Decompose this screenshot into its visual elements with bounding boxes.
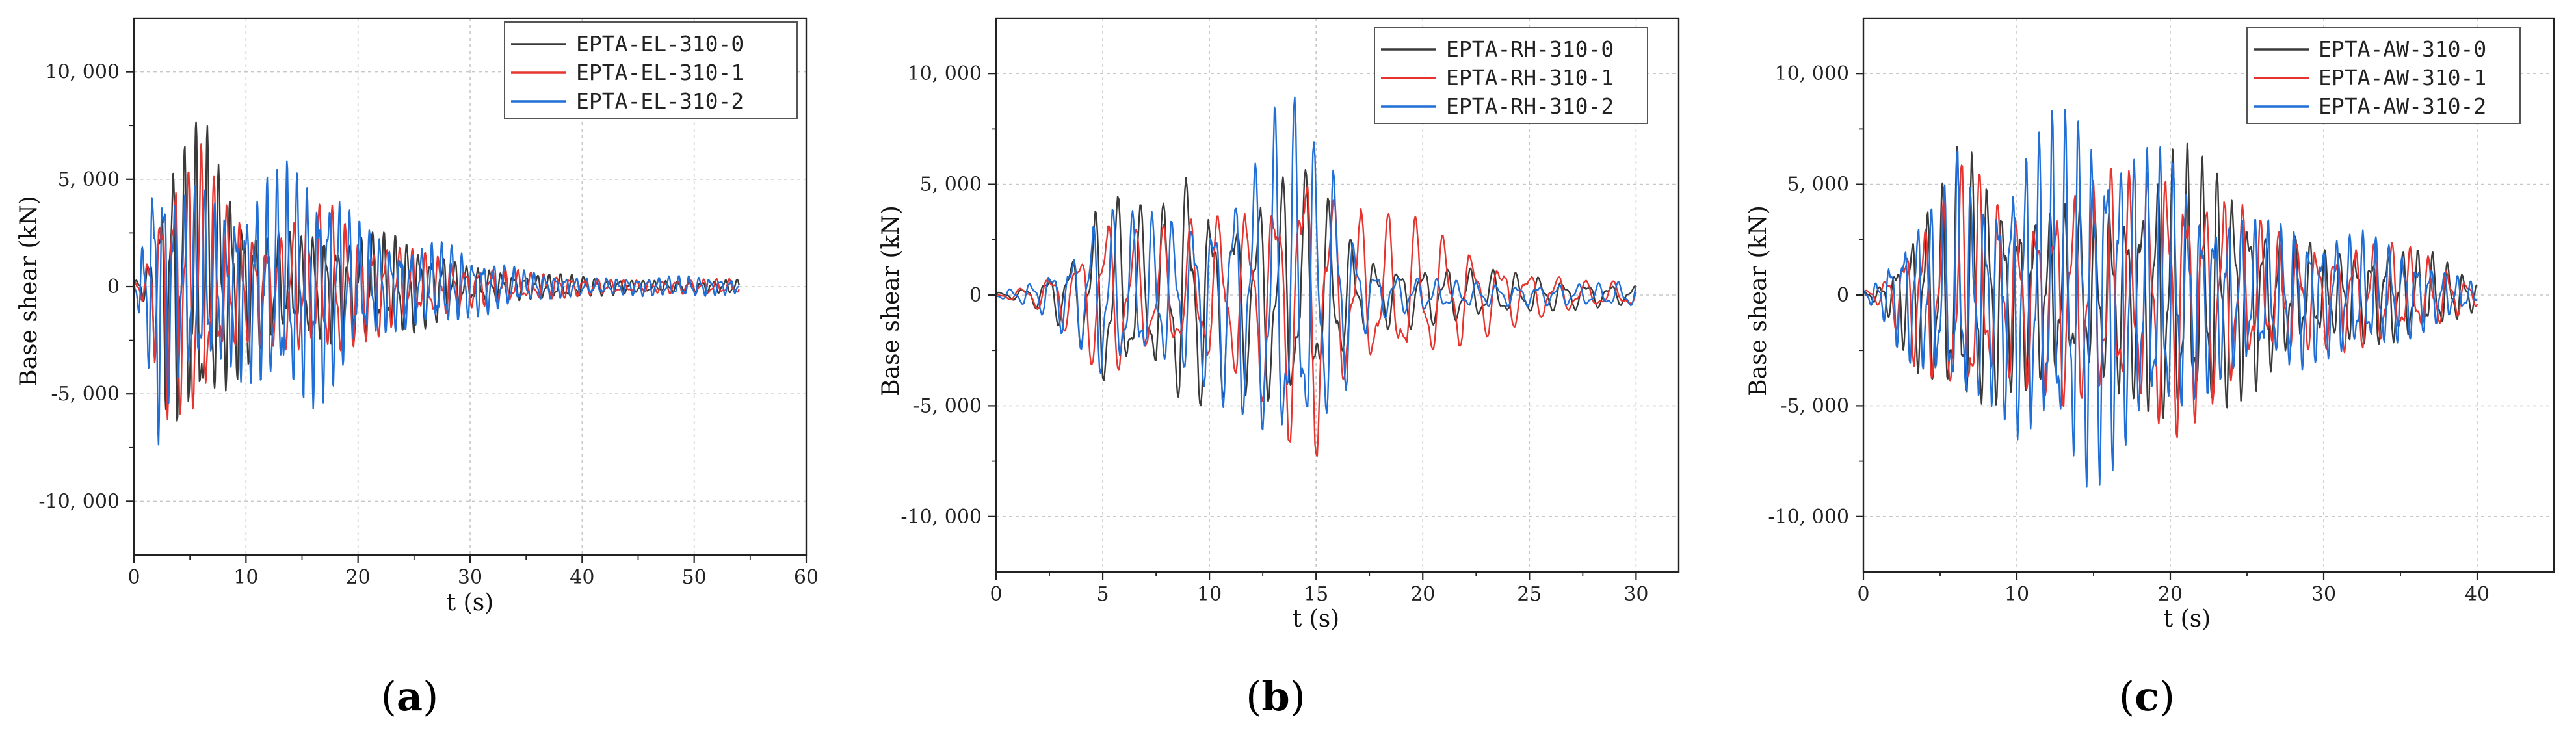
- series-line-1: [133, 143, 740, 421]
- legend-entry-1: EPTA-AW-310-1: [2319, 65, 2486, 90]
- y-tick-label: 10, 000: [1774, 62, 1849, 85]
- y-tick-label: 10, 000: [45, 61, 120, 84]
- x-tick-label: 10: [233, 566, 258, 589]
- x-tick-label: 30: [1623, 583, 1648, 606]
- plot-area: 0 5 10 15 20 25 30 -10, 000 -5, 000 0 5, 000 10, 00…: [900, 17, 1680, 606]
- panel-label-c: (c): [2119, 673, 2175, 720]
- y-axis-title: Base shear (kN): [1745, 205, 1772, 396]
- y-tick-label: 5, 000: [920, 174, 982, 196]
- x-tick-label: 50: [682, 566, 707, 589]
- legend-entry-2: EPTA-RH-310-2: [1446, 94, 1614, 119]
- plot-area: 0 10 20 30 40 50 60 -10, 000 -5, 000 0 5, 000 10, 0…: [38, 17, 819, 589]
- y-tick-label: -10, 000: [1768, 506, 1849, 528]
- y-tick-label: 0: [1837, 284, 1849, 307]
- x-tick-label: 30: [458, 566, 482, 589]
- chart-panel-a: 0 10 20 30 40 50 60 -10, 000 -5, 000 0 5, 000 10, 0…: [16, 17, 819, 616]
- y-tick-label: -5, 000: [1780, 394, 1849, 417]
- x-tick-label: 25: [1517, 583, 1542, 606]
- x-tick-label: 40: [570, 566, 594, 589]
- y-axis-title: Base shear (kN): [878, 205, 904, 396]
- series-line-0: [1863, 142, 2478, 419]
- x-tick-label: 0: [1857, 583, 1869, 606]
- legend: EPTA-RH-310-0 EPTA-RH-310-1 EPTA-RH-310-…: [1374, 27, 1648, 124]
- y-tick-label: 5, 000: [1787, 174, 1849, 196]
- chart-panel-b: 0 5 10 15 20 25 30 -10, 000 -5, 000 0 5, 000 10, 00…: [878, 17, 1680, 632]
- legend-entry-1: EPTA-EL-310-1: [576, 60, 744, 85]
- legend: EPTA-EL-310-0 EPTA-EL-310-1 EPTA-EL-310-…: [504, 21, 798, 119]
- legend: EPTA-AW-310-0 EPTA-AW-310-1 EPTA-AW-310-…: [2246, 27, 2521, 124]
- y-tick-label: 0: [969, 284, 982, 307]
- legend-entry-0: EPTA-AW-310-0: [2319, 36, 2486, 62]
- series-line-2: [133, 160, 740, 446]
- y-tick-label: -5, 000: [51, 383, 120, 406]
- y-tick-label: 5, 000: [58, 168, 120, 191]
- x-tick-label: 30: [2311, 583, 2336, 606]
- x-tick-label: 40: [2465, 583, 2490, 606]
- x-tick-label: 20: [2158, 583, 2183, 606]
- x-axis-title: t (s): [1293, 606, 1339, 632]
- legend-entry-1: EPTA-RH-310-1: [1446, 65, 1614, 90]
- y-tick-label: -10, 000: [38, 490, 120, 513]
- x-tick-label: 15: [1304, 583, 1328, 606]
- legend-entry-0: EPTA-RH-310-0: [1446, 36, 1614, 62]
- x-tick-label: 5: [1097, 583, 1109, 606]
- x-tick-label: 0: [127, 566, 140, 589]
- x-tick-label: 10: [2004, 583, 2029, 606]
- x-tick-label: 10: [1197, 583, 1222, 606]
- y-tick-label: -5, 000: [913, 394, 982, 417]
- x-axis-title: t (s): [447, 589, 493, 616]
- panel-label-b: (b): [1246, 673, 1306, 720]
- series-line-2: [1862, 109, 2478, 488]
- x-tick-label: 0: [990, 583, 1002, 606]
- chart-panel-c: 0 10 20 30 40 -10, 000 -5, 000 0 5, 000 10, 000 t…: [1745, 17, 2555, 632]
- y-tick-label: 0: [107, 276, 120, 298]
- legend-entry-0: EPTA-EL-310-0: [576, 31, 744, 57]
- x-tick-label: 20: [1410, 583, 1435, 606]
- y-tick-label: -10, 000: [900, 506, 982, 528]
- series-line-0: [133, 121, 740, 422]
- panel-label-a: (a): [381, 673, 439, 720]
- x-tick-label: 20: [346, 566, 371, 589]
- series-line-2: [995, 96, 1637, 431]
- y-tick-label: 10, 000: [907, 62, 982, 85]
- y-axis-title: Base shear (kN): [16, 196, 42, 387]
- legend-entry-2: EPTA-EL-310-2: [576, 88, 744, 114]
- legend-entry-2: EPTA-AW-310-2: [2319, 94, 2486, 119]
- x-tick-label: 60: [794, 566, 819, 589]
- x-axis-title: t (s): [2164, 606, 2211, 632]
- series-line-0: [995, 168, 1637, 407]
- series-line-1: [995, 185, 1637, 458]
